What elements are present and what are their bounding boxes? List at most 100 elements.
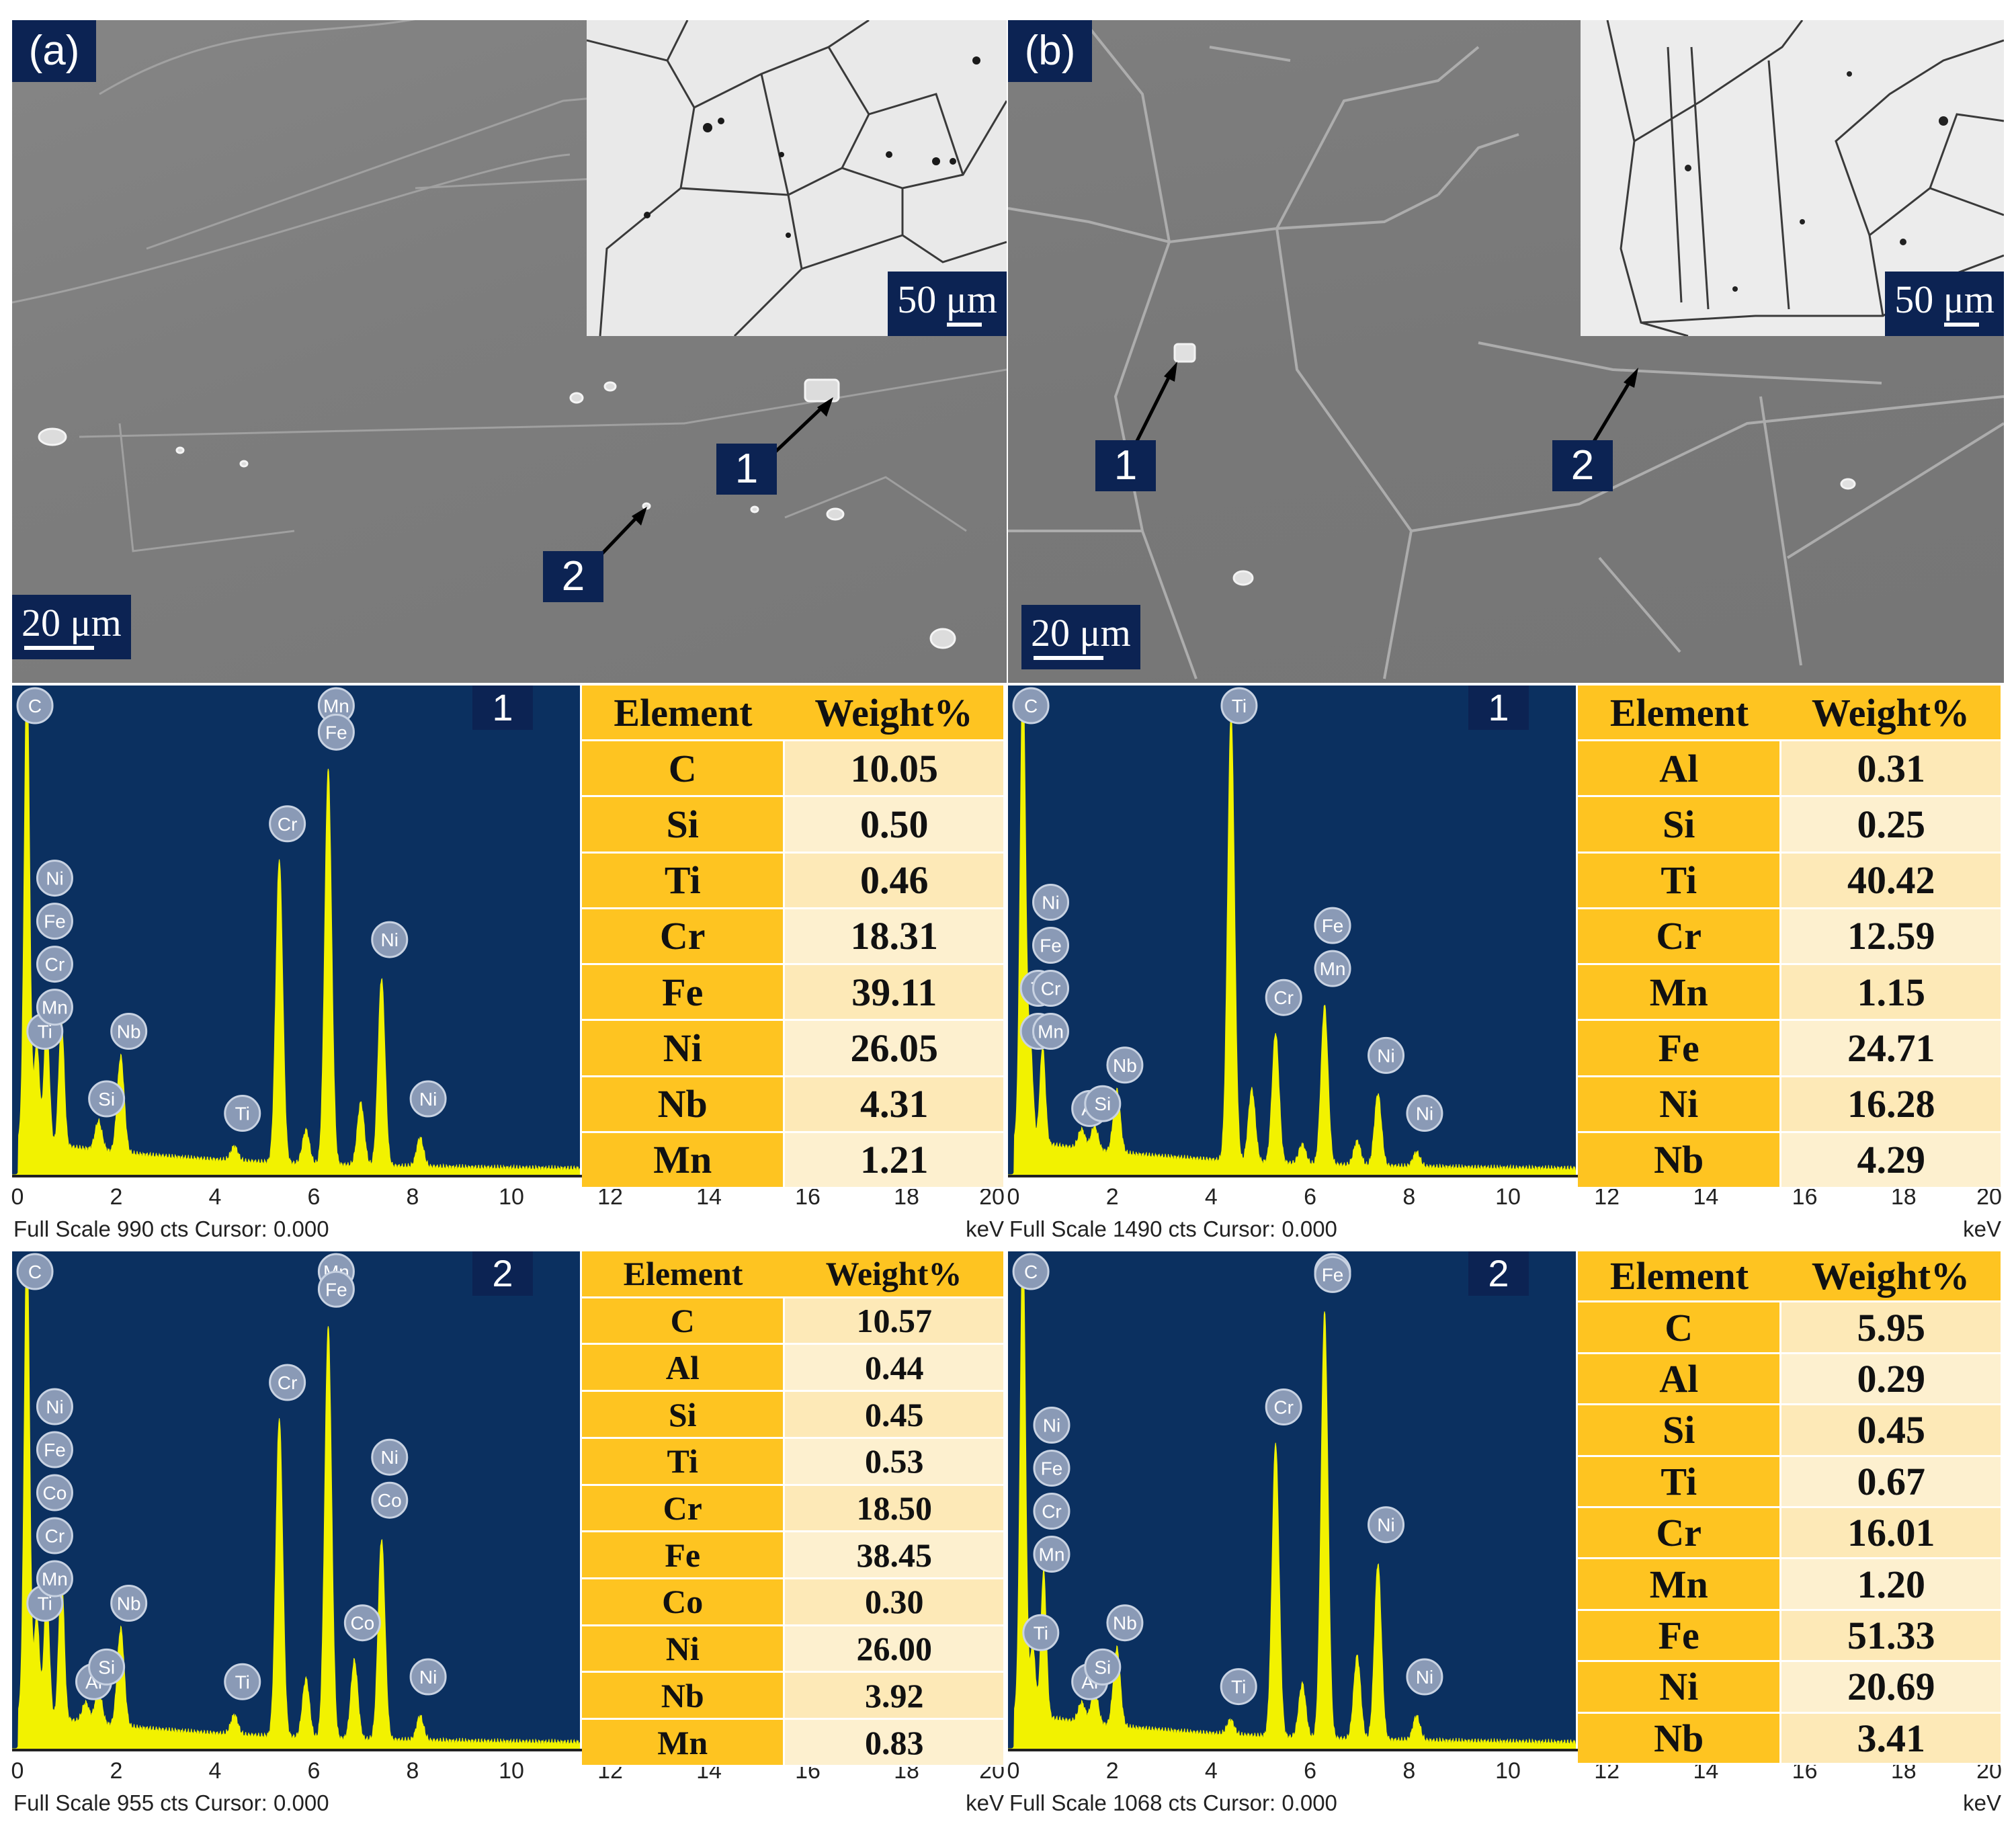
- peak-label-fe: Fe: [36, 903, 73, 940]
- peak-label-cr: Cr: [36, 946, 73, 983]
- svg-text:Ni: Ni: [381, 1447, 398, 1468]
- peak-label-ni: Ni: [1032, 884, 1070, 921]
- peak-label-fe: Fe: [317, 713, 355, 751]
- svg-text:Ni: Ni: [1042, 893, 1059, 913]
- weight-cell: 1.15: [1780, 964, 2001, 1022]
- svg-text:Cr: Cr: [45, 954, 65, 975]
- weight-cell: 1.20: [1780, 1558, 2001, 1611]
- element-cell: Nb: [1578, 1132, 1782, 1189]
- peak-label-fe: Fe: [1314, 907, 1351, 944]
- x-tick-label: 10: [1495, 1184, 1521, 1210]
- weight-cell: 51.33: [1780, 1610, 2001, 1663]
- peak-label-cr: Cr: [1265, 1388, 1302, 1425]
- element-cell: Ni: [1578, 1661, 1782, 1714]
- svg-text:Ti: Ti: [235, 1104, 250, 1124]
- svg-text:Mn: Mn: [42, 1569, 68, 1589]
- header-weight: Weight%: [784, 1251, 1003, 1298]
- x-tick-label: 8: [406, 1184, 419, 1210]
- element-cell: Ti: [582, 852, 786, 909]
- x-tick-label: 0: [11, 1184, 24, 1210]
- table-row: Ni 16.28: [1578, 1076, 2001, 1133]
- x-tick-label: 4: [1204, 1758, 1218, 1784]
- table-row: Ti 0.67: [1578, 1456, 2001, 1508]
- peak-label-cr: Cr: [269, 1364, 306, 1401]
- panel-label-b: (b): [1008, 20, 1092, 82]
- scale-bar-a: 20 μm: [12, 595, 131, 659]
- element-cell: Ni: [1578, 1076, 1782, 1133]
- element-cell: Nb: [582, 1671, 786, 1721]
- spectrum-plot-b2: CTiNiFeCrMnAlSiNbTiCrMnFeNiNi: [1008, 1251, 1576, 1749]
- svg-text:Cr: Cr: [45, 1526, 65, 1546]
- microstructure-a: [12, 20, 1007, 649]
- svg-text:Mn: Mn: [42, 997, 68, 1018]
- table-row: Nb 4.31: [582, 1076, 1003, 1133]
- optical-inset-a: 50 μm: [587, 20, 1007, 336]
- peak-label-ni: Ni: [371, 1438, 409, 1476]
- svg-text:Ni: Ni: [1377, 1045, 1394, 1066]
- weight-cell: 0.45: [1780, 1404, 2001, 1457]
- table-row: Fe 38.45: [582, 1531, 1003, 1580]
- element-cell: Si: [582, 1391, 786, 1439]
- svg-text:Ni: Ni: [1416, 1104, 1433, 1124]
- element-cell: Co: [582, 1578, 786, 1626]
- spectrum-svg-a1: C Ti Ni Fe Cr Mn Si Nb Ti Cr Mn Fe Ni Ni: [12, 687, 580, 1175]
- peak-label-ni: Ni: [1368, 1506, 1405, 1544]
- weight-cell: 10.57: [784, 1297, 1003, 1345]
- x-axis-unit: keV: [1963, 1790, 2001, 1815]
- weight-cell: 4.31: [784, 1076, 1003, 1133]
- spectrum-curve: [1008, 692, 1576, 1175]
- weight-cell: 20.69: [1780, 1661, 2001, 1714]
- x-tick-label: 10: [1495, 1758, 1521, 1784]
- x-tick-label: 6: [307, 1758, 321, 1784]
- spectrum-footer: Full Scale 1490 cts Cursor: 0.000: [1009, 1216, 1337, 1241]
- x-tick-label: 10: [499, 1184, 524, 1210]
- x-tick-label: 4: [208, 1758, 222, 1784]
- header-weight: Weight%: [1780, 1251, 2001, 1303]
- svg-text:Ni: Ni: [46, 868, 63, 889]
- weight-cell: 1.21: [784, 1132, 1003, 1189]
- peak-label-mn: Mn: [36, 989, 73, 1026]
- weight-cell: 0.50: [784, 796, 1003, 854]
- spectrum-curve: [1008, 1258, 1576, 1749]
- element-cell: Ti: [1578, 1456, 1782, 1508]
- peak-label-mn: Mn: [1033, 1536, 1070, 1573]
- table-row: Si 0.45: [1578, 1404, 2001, 1457]
- element-cell: Fe: [1578, 1610, 1782, 1663]
- x-axis-unit: keV: [1963, 1216, 2001, 1241]
- spectrum-svg-b1: CTiNNiFeCrMnAlSiNbTiCrFeMnNiNi: [1008, 687, 1576, 1175]
- svg-text:Si: Si: [98, 1089, 115, 1110]
- svg-text:Ni: Ni: [419, 1089, 437, 1110]
- svg-text:Co: Co: [43, 1483, 67, 1503]
- peak-label-ni: Ni: [1368, 1036, 1405, 1074]
- grain-boundaries-b: [1606, 20, 2004, 336]
- table-row: Mn 1.21: [582, 1132, 1003, 1189]
- svg-text:Ti: Ti: [1231, 1677, 1246, 1698]
- inset-scale-line-b: [1944, 323, 1980, 327]
- svg-text:Mn: Mn: [1039, 1544, 1065, 1565]
- element-cell: Si: [1578, 1404, 1782, 1457]
- svg-text:Fe: Fe: [1041, 1458, 1063, 1479]
- x-axis-unit: keV: [966, 1216, 1004, 1241]
- svg-text:Mn: Mn: [1038, 1022, 1064, 1042]
- peak-label-mn: Mn: [317, 687, 355, 724]
- table-row: Fe 24.71: [1578, 1020, 2001, 1077]
- peak-label-ni: Ni: [1033, 1407, 1070, 1444]
- element-cell: Ti: [582, 1438, 786, 1486]
- x-axis-line: [1008, 1175, 1997, 1177]
- svg-text:Si: Si: [1094, 1093, 1111, 1114]
- table-row: Si 0.45: [582, 1391, 1003, 1439]
- marker-a-2: 2: [543, 551, 603, 602]
- table-row: C 5.95: [1578, 1301, 2001, 1354]
- element-cell: Fe: [582, 1531, 786, 1580]
- spectrum-footer: Full Scale 955 cts Cursor: 0.000: [13, 1790, 329, 1815]
- x-tick-label: 12: [1594, 1184, 1620, 1210]
- svg-text:Nb: Nb: [1113, 1055, 1137, 1076]
- element-cell: Nb: [1578, 1712, 1782, 1765]
- scale-text-a: 20 μm: [22, 601, 122, 645]
- weight-cell: 0.53: [784, 1438, 1003, 1486]
- weight-cell: 16.01: [1780, 1507, 2001, 1560]
- spectrum-plot-a2: CTiNiFeCoCrMnAlSiNbTiCrMnFeCoNiCoNi: [12, 1251, 580, 1749]
- sem-image-a: (a) 50 μm 1: [12, 20, 1007, 683]
- weight-cell: 4.29: [1780, 1132, 2001, 1189]
- header-element: Element: [1578, 1251, 1781, 1303]
